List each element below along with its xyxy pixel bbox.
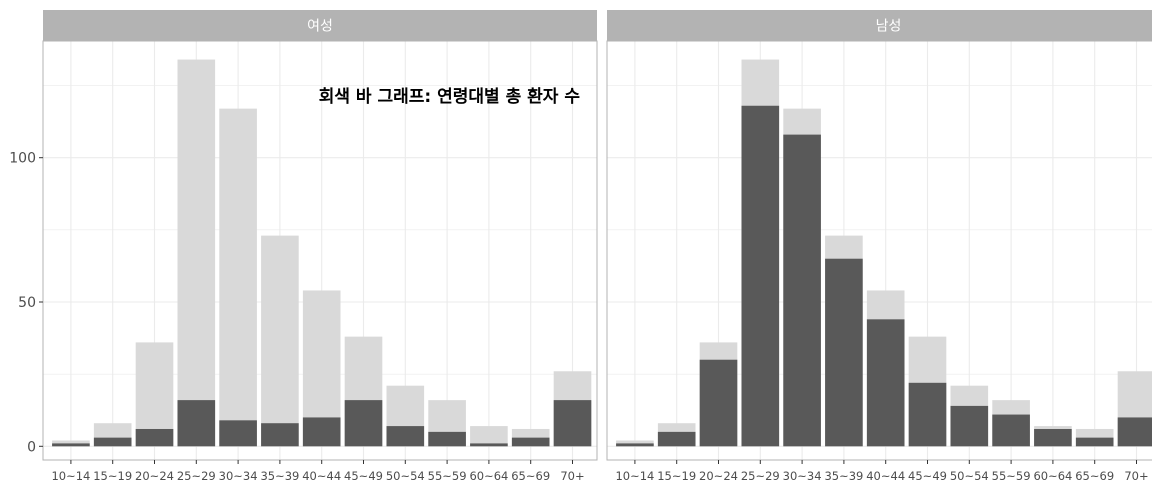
group-bar-65~69 (511, 437, 550, 447)
x-tick-label: 50~54 (386, 469, 425, 483)
facet-panel-1: 여성 10~14 15~19 20~24 25~29 30~34 35~39 40~44 45~… (9, 10, 598, 483)
group-bar-65~69 (1075, 437, 1114, 447)
y-tick-label: 0 (27, 439, 36, 455)
x-tick-label: 65~69 (1075, 469, 1114, 483)
x-tick-label: 35~39 (260, 469, 299, 483)
group-bar-40~44 (866, 319, 905, 447)
group-bar-25~29 (177, 400, 216, 447)
total-bar-20~24 (135, 342, 174, 447)
x-tick-label: 50~54 (950, 469, 989, 483)
group-bar-50~54 (386, 426, 425, 447)
group-bar-10~14 (616, 443, 654, 447)
group-bar-45~49 (344, 400, 383, 447)
x-tick-label: 35~39 (824, 469, 863, 483)
total-bar-35~39 (261, 235, 299, 447)
x-tick-label: 20~24 (699, 469, 738, 483)
group-bar-60~64 (470, 443, 508, 447)
x-tick-label: 15~19 (93, 469, 132, 483)
group-bar-25~29 (741, 105, 780, 447)
x-tick-label: 70+ (560, 469, 584, 483)
group-bar-50~54 (950, 405, 989, 447)
total-bar-60~64 (470, 426, 508, 447)
x-tick-label: 60~64 (1033, 469, 1072, 483)
facet-label: 남성 (876, 19, 902, 35)
x-tick-label: 25~29 (177, 469, 216, 483)
facet-label: 여성 (307, 19, 333, 35)
x-tick-label: 45~49 (908, 469, 947, 483)
group-bar-15~19 (93, 437, 132, 447)
facet-panel-2: 남성 10~14 15~19 20~24 25~29 30~34 35~39 40~44 45~… (606, 10, 1152, 483)
group-bar-35~39 (261, 423, 299, 447)
group-bar-35~39 (825, 258, 863, 447)
y-tick-label: 50 (18, 295, 36, 311)
group-bar-15~19 (657, 431, 696, 447)
x-tick-label: 60~64 (469, 469, 508, 483)
x-tick-label: 65~69 (511, 469, 550, 483)
group-bar-20~24 (699, 359, 738, 447)
x-tick-label: 20~24 (135, 469, 174, 483)
facet-strip (607, 10, 1152, 41)
group-bar-70+ (553, 400, 592, 447)
x-tick-label: 55~59 (428, 469, 467, 483)
group-bar-55~59 (992, 414, 1030, 447)
x-tick-label: 10~14 (615, 469, 654, 483)
group-bar-55~59 (428, 431, 466, 447)
x-tick-label: 30~34 (783, 469, 822, 483)
group-bar-30~34 (783, 134, 821, 447)
x-tick-label: 15~19 (657, 469, 696, 483)
group-bar-60~64 (1034, 428, 1072, 447)
total-bar-30~34 (219, 108, 257, 447)
group-bar-10~14 (52, 443, 90, 447)
x-tick-label: 70+ (1124, 469, 1148, 483)
x-tick-label: 55~59 (992, 469, 1031, 483)
y-tick-label: 100 (9, 151, 36, 167)
x-tick-label: 40~44 (866, 469, 905, 483)
total-bar-25~29 (177, 59, 216, 447)
facet-strip (43, 10, 597, 41)
x-tick-label: 10~14 (51, 469, 90, 483)
x-tick-label: 45~49 (344, 469, 383, 483)
group-bar-70+ (1117, 417, 1152, 447)
group-bar-40~44 (302, 417, 341, 447)
chart-annotation: 회색 바 그래프: 연령대별 총 환자 수 (319, 86, 581, 107)
x-tick-label: 30~34 (219, 469, 258, 483)
group-bar-20~24 (135, 428, 174, 447)
x-tick-label: 25~29 (741, 469, 780, 483)
group-bar-30~34 (219, 420, 257, 447)
group-bar-45~49 (908, 382, 947, 447)
x-tick-label: 40~44 (302, 469, 341, 483)
